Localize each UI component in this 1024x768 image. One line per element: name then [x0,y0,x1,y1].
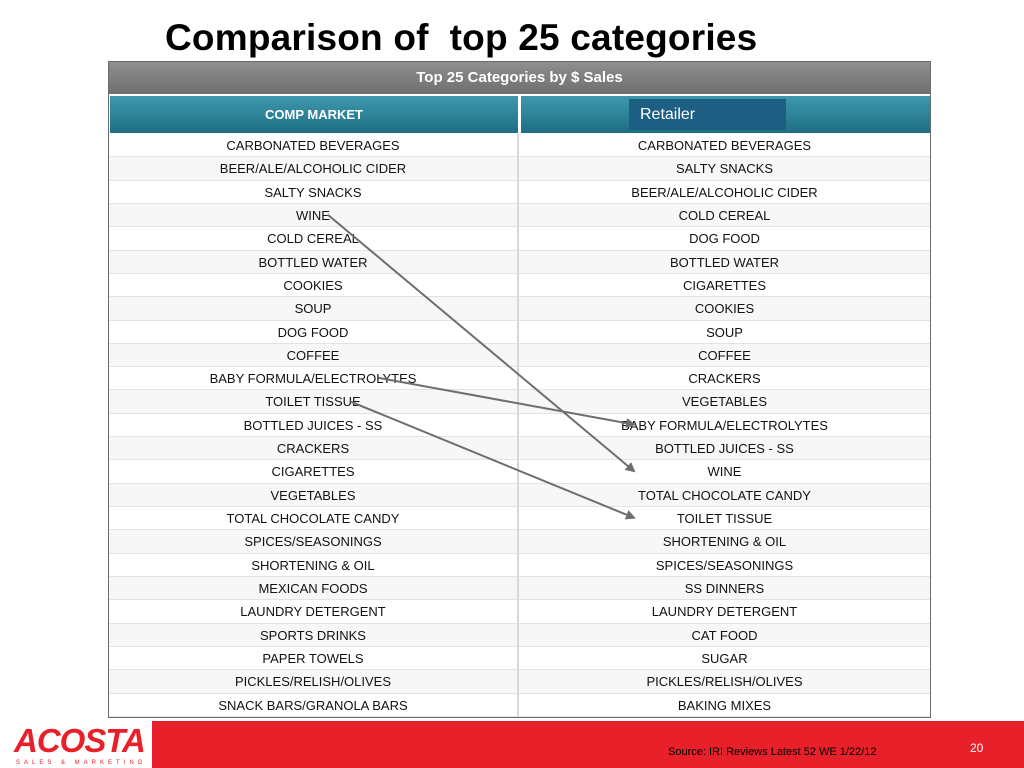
table-row: SOUP COOKIES [109,297,930,321]
retailer-cell: BABY FORMULA/ELECTROLYTES [519,413,930,438]
page-number: 20 [970,741,984,755]
table-row: PAPER TOWELS SUGAR [109,646,930,671]
retailer-cell: TOTAL CHOCOLATE CANDY [519,483,930,507]
table-row: VEGETABLES TOTAL CHOCOLATE CANDY [109,483,930,507]
comp-market-cell: VEGETABLES [109,483,519,507]
source-note: Source: IRI Reviews Latest 52 WE 1/22/12 [668,746,877,758]
column-header-comp-market: COMP MARKET [110,96,518,133]
retailer-cell: DOG FOOD [519,227,930,251]
retailer-cell: BAKING MIXES [519,693,930,717]
comp-market-cell: SPICES/SEASONINGS [109,530,519,554]
table-row: COOKIES CIGARETTES [109,273,930,298]
comp-market-cell: TOTAL CHOCOLATE CANDY [109,507,519,531]
table-row: SPICES/SEASONINGS SHORTENING & OIL [109,530,930,554]
table-row: BOTTLED JUICES - SS BABY FORMULA/ELECTROL… [109,413,930,438]
comp-market-cell: LAUNDRY DETERGENT [109,600,519,624]
comp-market-cell: SOUP [109,297,519,321]
table-row: SHORTENING & OIL SPICES/SEASONINGS [109,553,930,577]
retailer-cell: BOTTLED JUICES - SS [519,437,930,461]
slide-title: Comparison of top 25 categories [165,17,758,58]
table-row: BABY FORMULA/ELECTROLYTES CRACKERS [109,367,930,391]
table-row: CARBONATED BEVERAGES CARBONATED BEVERAGES [109,134,930,158]
table-row: BEER/ALE/ALCOHOLIC CIDER SALTY SNACKS [109,157,930,181]
comp-market-cell: COFFEE [109,343,519,368]
table-row: WINE COLD CEREAL [109,203,930,228]
retailer-cell: CRACKERS [519,367,930,391]
comp-market-cell: SNACK BARS/GRANOLA BARS [109,693,519,717]
retailer-cell: SPICES/SEASONINGS [519,553,930,577]
retailer-cell: BOTTLED WATER [519,250,930,274]
retailer-cell: SS DINNERS [519,576,930,601]
comp-market-cell: SHORTENING & OIL [109,553,519,577]
retailer-cell: PICKLES/RELISH/OLIVES [519,670,930,694]
table-row: SALTY SNACKS BEER/ALE/ALCOHOLIC CIDER [109,180,930,204]
comp-market-cell: COOKIES [109,273,519,298]
comp-market-cell: BEER/ALE/ALCOHOLIC CIDER [109,157,519,181]
comp-market-cell: PICKLES/RELISH/OLIVES [109,670,519,694]
comp-market-cell: DOG FOOD [109,320,519,344]
table-row: PICKLES/RELISH/OLIVES PICKLES/RELISH/OLIV… [109,670,930,694]
retailer-cell: BEER/ALE/ALCOHOLIC CIDER [519,180,930,204]
comp-market-cell: SALTY SNACKS [109,180,519,204]
comp-market-cell: SPORTS DRINKS [109,623,519,647]
table-row: TOTAL CHOCOLATE CANDY TOILET TISSUE [109,507,930,531]
table-header: Top 25 Categories by $ Sales [109,62,930,94]
comp-market-cell: WINE [109,203,519,228]
comp-market-cell: MEXICAN FOODS [109,576,519,601]
retailer-cell: COOKIES [519,297,930,321]
comp-market-cell: BABY FORMULA/ELECTROLYTES [109,367,519,391]
retailer-cell: CARBONATED BEVERAGES [519,134,930,158]
categories-table: Top 25 Categories by $ Sales COMP MARKET… [108,61,931,718]
comp-market-cell: CIGARETTES [109,460,519,484]
table-row: COFFEE COFFEE [109,343,930,368]
table-row: SNACK BARS/GRANOLA BARS BAKING MIXES [109,693,930,717]
retailer-cell: SUGAR [519,646,930,671]
retailer-cell: COFFEE [519,343,930,368]
retailer-cell: SHORTENING & OIL [519,530,930,554]
logo-wordmark: ACOSTA [14,722,146,759]
retailer-cell: LAUNDRY DETERGENT [519,600,930,624]
table-row: BOTTLED WATER BOTTLED WATER [109,250,930,274]
footer-bar: ACOSTA SALES & MARKETING Source: IRI Rev… [0,721,1024,768]
comp-market-cell: PAPER TOWELS [109,646,519,671]
table-row: CRACKERS BOTTLED JUICES - SS [109,437,930,461]
table-body: CARBONATED BEVERAGES CARBONATED BEVERAGES… [109,134,930,717]
comp-market-cell: TOILET TISSUE [109,390,519,414]
retailer-cell: TOILET TISSUE [519,507,930,531]
retailer-cell: COLD CEREAL [519,203,930,228]
table-row: LAUNDRY DETERGENT LAUNDRY DETERGENT [109,600,930,624]
retailer-cell: VEGETABLES [519,390,930,414]
logo-tagline: SALES & MARKETING [16,760,147,766]
comp-market-cell: BOTTLED JUICES - SS [109,413,519,438]
acosta-logo: ACOSTA SALES & MARKETING [0,721,152,768]
retailer-label-box: Retailer [629,99,786,130]
comp-market-cell: CRACKERS [109,437,519,461]
comp-market-cell: CARBONATED BEVERAGES [109,134,519,158]
comp-market-cell: BOTTLED WATER [109,250,519,274]
retailer-cell: SOUP [519,320,930,344]
table-row: CIGARETTES WINE [109,460,930,484]
table-row: TOILET TISSUE VEGETABLES [109,390,930,414]
retailer-cell: CIGARETTES [519,273,930,298]
retailer-cell: WINE [519,460,930,484]
table-row: COLD CEREAL DOG FOOD [109,227,930,251]
retailer-cell: CAT FOOD [519,623,930,647]
table-row: DOG FOOD SOUP [109,320,930,344]
retailer-cell: SALTY SNACKS [519,157,930,181]
table-row: SPORTS DRINKS CAT FOOD [109,623,930,647]
comp-market-cell: COLD CEREAL [109,227,519,251]
table-row: MEXICAN FOODS SS DINNERS [109,576,930,601]
